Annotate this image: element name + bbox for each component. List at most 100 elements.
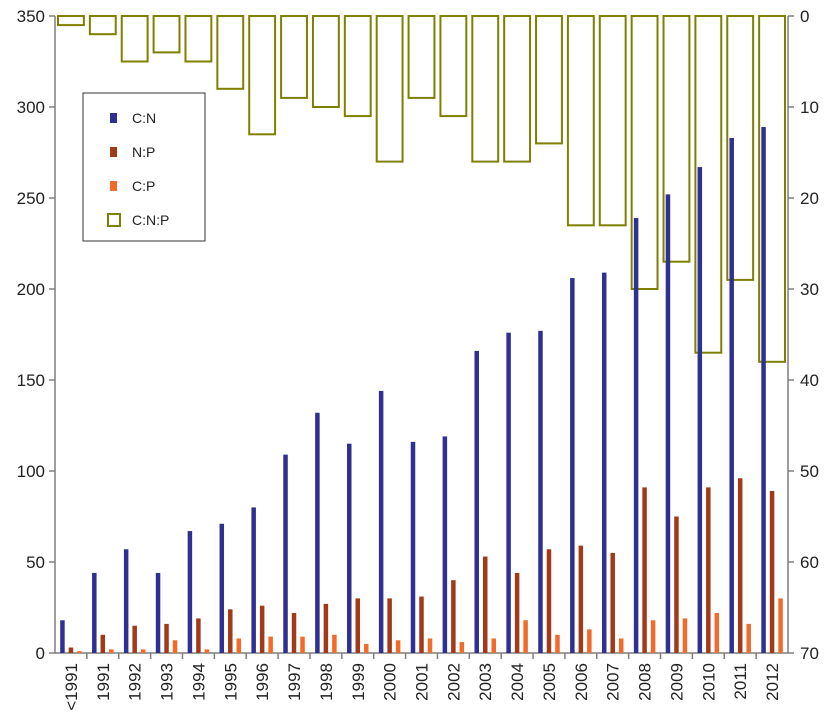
bar-np bbox=[100, 634, 106, 653]
cnp-bar bbox=[88, 15, 117, 36]
bar-cp bbox=[109, 649, 114, 653]
cnp-bar bbox=[152, 15, 181, 54]
cnp-bar bbox=[120, 15, 149, 63]
cnp-bar bbox=[662, 15, 691, 263]
x-tick-label: 2008 bbox=[636, 663, 655, 701]
bar-cn bbox=[442, 436, 448, 653]
bar-cn bbox=[633, 218, 639, 653]
bar-cp bbox=[140, 649, 146, 653]
bar-np bbox=[514, 572, 520, 653]
x-tick-label: 1994 bbox=[189, 663, 208, 701]
bar-np bbox=[291, 612, 297, 653]
x-tick-label: 2000 bbox=[381, 663, 400, 701]
bar-cp bbox=[236, 638, 242, 653]
cnp-bar bbox=[758, 15, 786, 363]
bar-np bbox=[196, 618, 201, 653]
x-tick-label: <1991 bbox=[62, 663, 81, 711]
legend: C:N N:P C:P C:N:P bbox=[82, 92, 206, 242]
cnp-bar bbox=[471, 15, 500, 163]
bar-cn bbox=[92, 572, 97, 653]
x-tick-label: 2006 bbox=[572, 663, 591, 701]
x-tick-label: 2001 bbox=[413, 663, 432, 701]
bar-np bbox=[610, 552, 615, 653]
bar-cp bbox=[459, 642, 465, 653]
cnp-bar bbox=[439, 15, 468, 118]
cnp-bar bbox=[311, 15, 340, 108]
left-tick-label: 100 bbox=[17, 462, 45, 481]
bar-cp bbox=[300, 636, 305, 653]
bar-cn bbox=[665, 194, 671, 654]
x-tick-label: 1996 bbox=[253, 663, 272, 701]
bar-cp bbox=[491, 638, 496, 653]
cnp-bar bbox=[57, 15, 85, 27]
bar-cn bbox=[570, 278, 575, 653]
bar-np bbox=[132, 625, 137, 653]
right-tick-label: 50 bbox=[800, 462, 819, 481]
x-tick-label: 1991 bbox=[94, 663, 113, 701]
bar-cn bbox=[123, 549, 129, 653]
legend-label: C:N:P bbox=[132, 212, 169, 228]
cnp-bar bbox=[184, 15, 213, 63]
x-tick-label: 1998 bbox=[317, 663, 336, 701]
right-tick-label: 0 bbox=[800, 7, 809, 26]
bar-np bbox=[355, 598, 361, 653]
x-tick-label: 1992 bbox=[126, 663, 145, 701]
bar-cp bbox=[682, 618, 688, 653]
bar-cn bbox=[601, 272, 607, 653]
bar-np bbox=[737, 478, 743, 653]
tick-labels: 0 50 100 150 200 250 300 350 0 10 20 30 40 50 60 70 <199… bbox=[17, 7, 819, 711]
cnp-bar bbox=[216, 15, 245, 90]
right-tick-label: 40 bbox=[800, 371, 819, 390]
bar-cp bbox=[650, 620, 656, 653]
cnp-bar bbox=[630, 15, 659, 290]
left-tick-label: 150 bbox=[17, 371, 45, 390]
cnp-bar bbox=[248, 15, 277, 136]
bar-np bbox=[259, 605, 265, 653]
bar-cn bbox=[187, 531, 193, 653]
cnp-bar bbox=[694, 15, 723, 354]
bar-cn bbox=[474, 350, 479, 653]
x-tick-label: 2004 bbox=[508, 663, 527, 701]
left-tick-label: 200 bbox=[17, 280, 45, 299]
bar-cn bbox=[283, 454, 288, 653]
cnp-bar bbox=[598, 15, 627, 227]
x-tick-label: 2002 bbox=[444, 663, 463, 701]
x-tick-label: 2007 bbox=[604, 663, 623, 701]
right-tick-label: 60 bbox=[800, 553, 819, 572]
legend-label: C:P bbox=[132, 178, 155, 194]
bar-cn bbox=[761, 127, 766, 653]
legend-box bbox=[82, 92, 206, 242]
bar-np bbox=[387, 598, 392, 653]
cnp-bar bbox=[280, 15, 308, 99]
legend-label: N:P bbox=[132, 144, 155, 160]
cnp-bar bbox=[503, 15, 532, 163]
bar-cp bbox=[172, 640, 178, 653]
x-tick-label: 2011 bbox=[731, 663, 750, 700]
bar-cp bbox=[395, 640, 401, 653]
bar-cn bbox=[697, 167, 703, 653]
bar-cp bbox=[523, 620, 528, 653]
bar-cn bbox=[410, 441, 416, 653]
bar-cn bbox=[378, 390, 384, 653]
right-tick-label: 10 bbox=[800, 98, 819, 117]
legend-label: C:N bbox=[132, 110, 156, 126]
bar-cp bbox=[587, 629, 592, 653]
right-tick-label: 70 bbox=[800, 644, 819, 663]
bar-cn bbox=[506, 332, 511, 653]
bar-cp bbox=[204, 649, 210, 653]
x-tick-label: 1997 bbox=[285, 663, 304, 701]
x-tick-label: 2003 bbox=[476, 663, 495, 701]
bar-np bbox=[642, 487, 647, 653]
bar-cn bbox=[347, 443, 352, 653]
left-tick-label: 50 bbox=[26, 553, 45, 572]
bar-cp bbox=[746, 623, 751, 653]
cnp-bar bbox=[726, 15, 755, 281]
bar-cp bbox=[77, 651, 82, 653]
bar-np bbox=[68, 647, 74, 653]
x-tick-label: 1999 bbox=[349, 663, 368, 701]
bar-np bbox=[419, 596, 424, 653]
bar-cp bbox=[427, 638, 433, 653]
bar-cn bbox=[251, 507, 256, 653]
cnp-bar bbox=[535, 15, 563, 145]
